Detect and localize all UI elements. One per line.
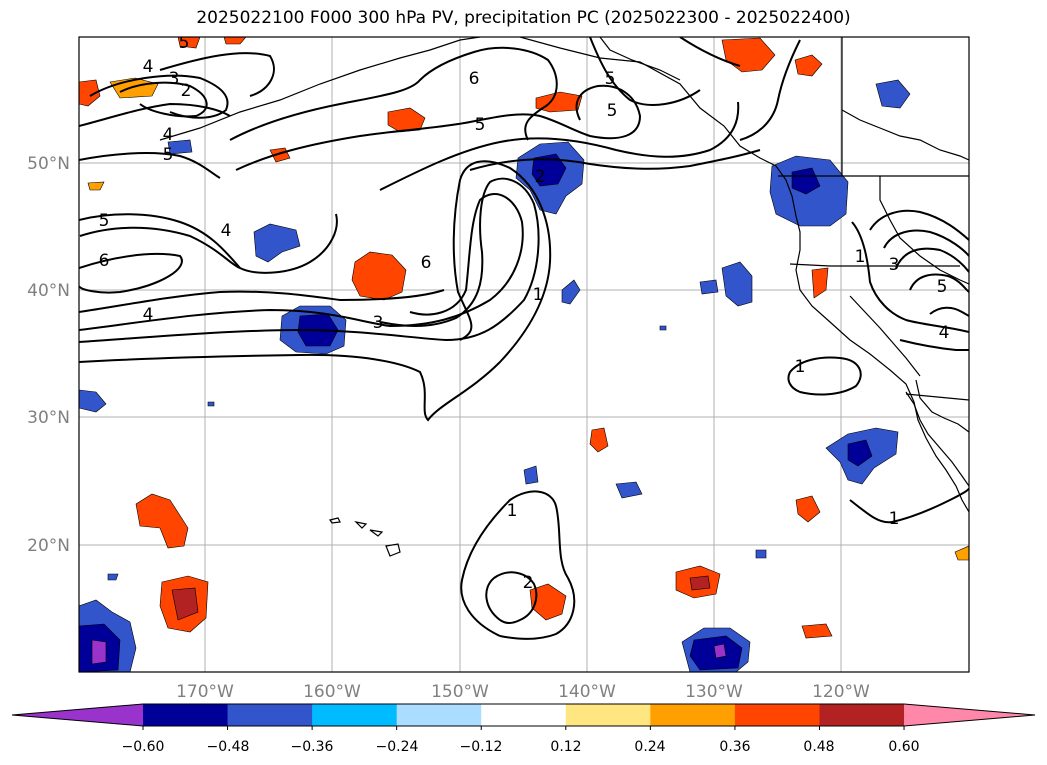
colorbar-tick-label: 0.12: [550, 739, 581, 755]
colorbar-tick-label: −0.48: [207, 739, 250, 755]
contour-label: 2: [181, 81, 192, 101]
lon-label-120w: 120°W: [812, 682, 870, 702]
contour-label: 3: [889, 255, 900, 275]
contour-label: 5: [607, 101, 618, 121]
contour-label: 6: [99, 251, 110, 271]
colorbar-tick-label: 0.48: [803, 739, 834, 755]
colorbar-extend-high: [904, 704, 1035, 726]
contour-label: 4: [163, 125, 174, 145]
colorbar-tick-label: −0.60: [122, 739, 165, 755]
lat-label-30n: 30°N: [27, 408, 70, 428]
precip-positive-areas: [79, 37, 969, 639]
contour-label: 1: [533, 285, 544, 305]
pv-contours: [79, 37, 969, 640]
precip-negative-areas: [79, 79, 911, 672]
contour-label: 2: [523, 573, 534, 593]
contour-label: 4: [143, 305, 154, 325]
map-background: [79, 37, 969, 672]
colorbar-swatch: [312, 704, 398, 726]
contour-label: 6: [469, 69, 480, 89]
colorbar-tick-label: 0.60: [888, 739, 919, 755]
lon-label-130w: 130°W: [685, 682, 743, 702]
colorbar-swatch: [396, 704, 482, 726]
contour-label: 6: [421, 253, 432, 273]
colorbar-extend-low: [12, 704, 143, 726]
lon-label-170w: 170°W: [176, 682, 234, 702]
colorbar-swatch: [734, 704, 820, 726]
coastlines: [159, 37, 969, 513]
contour-label: 4: [143, 57, 154, 77]
lat-label-40n: 40°N: [27, 281, 70, 301]
contour-label: 5: [179, 33, 190, 53]
contour-label: 5: [937, 277, 948, 297]
contour-label: 1: [507, 501, 518, 521]
colorbar-swatch: [650, 704, 736, 726]
contour-label: 2: [535, 167, 546, 187]
map-title: 2025022100 F000 300 hPa PV, precipitatio…: [196, 8, 851, 28]
contour-label: 4: [939, 323, 950, 343]
contour-label: 1: [889, 509, 900, 529]
colorbar-swatch: [481, 704, 567, 726]
colorbar-tick-labels: −0.60 −0.48 −0.36 −0.24 −0.12 0.12 0.24 …: [122, 739, 920, 755]
lon-label-150w: 150°W: [431, 682, 489, 702]
lon-label-160w: 160°W: [303, 682, 361, 702]
colorbar: [11, 703, 1036, 730]
map-frame: [78, 36, 970, 673]
contour-label: 3: [169, 69, 180, 89]
contour-label: 5: [163, 145, 174, 165]
colorbar-tick-label: −0.12: [460, 739, 503, 755]
contour-labels: 5 4 3 2 4 5 5 6 4 6 4 3 6 1 5 5 6 5 1 2 …: [99, 33, 950, 593]
colorbar-tick-label: −0.36: [291, 739, 334, 755]
hawaii-islands: [329, 517, 401, 557]
colorbar-swatch: [143, 704, 229, 726]
colorbar-tick-label: 0.36: [719, 739, 750, 755]
lat-label-50n: 50°N: [27, 154, 70, 174]
longitude-labels: 170°W 160°W 150°W 140°W 130°W 120°W: [176, 682, 870, 702]
contour-label: 4: [221, 221, 232, 241]
lon-label-140w: 140°W: [558, 682, 616, 702]
colorbar-tick-label: −0.24: [376, 739, 419, 755]
contour-label: 5: [99, 211, 110, 231]
contour-label: 1: [855, 247, 866, 267]
contour-label: 5: [475, 115, 486, 135]
colorbar-tick-label: 0.24: [634, 739, 665, 755]
latitude-labels: 50°N 40°N 30°N 20°N: [27, 154, 70, 556]
lat-label-20n: 20°N: [27, 536, 70, 556]
contour-label: 5: [605, 69, 616, 89]
colorbar-swatch: [565, 704, 651, 726]
colorbar-swatch: [227, 704, 313, 726]
colorbar-swatch: [819, 704, 905, 726]
contour-label: 1: [795, 357, 806, 377]
contour-label: 3: [373, 313, 384, 333]
